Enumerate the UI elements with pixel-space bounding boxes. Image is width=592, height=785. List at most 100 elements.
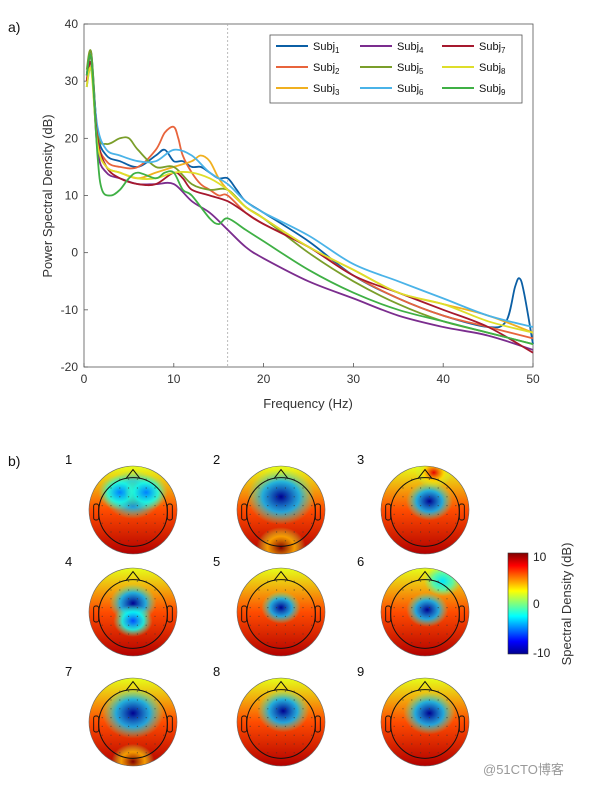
electrode-dot <box>284 743 286 745</box>
electrode-dot <box>136 505 138 507</box>
electrode-dot <box>119 531 121 533</box>
electrode-dot <box>420 505 422 507</box>
electrode-dot <box>267 734 269 736</box>
electrode-dot <box>302 505 304 507</box>
electrode-dot <box>446 607 448 609</box>
electrode-dot <box>276 513 278 516</box>
electrode-dot <box>428 478 430 480</box>
electrode-dot <box>119 743 121 745</box>
electrode-dot <box>249 607 251 609</box>
electrode-dot <box>393 615 395 618</box>
electrode-dot <box>154 743 156 745</box>
electrode-dot <box>293 615 295 618</box>
electrode-dot <box>402 633 404 635</box>
electrode-dot <box>411 531 413 533</box>
electrode-dot <box>110 699 112 701</box>
electrode-dot <box>437 522 439 524</box>
electrode-dot <box>455 717 457 719</box>
electrode-dot <box>420 607 422 609</box>
electrode-dot <box>420 633 422 635</box>
electrode-dot <box>293 487 295 489</box>
topomap-2: 2 <box>213 452 326 555</box>
electrode-dot <box>428 615 430 618</box>
electrode-dot <box>446 743 448 745</box>
electrode-dot <box>119 522 121 524</box>
electrode-dot <box>284 690 286 692</box>
electrode-dot <box>267 642 269 644</box>
electrode-dot <box>258 531 260 533</box>
electrode-dot <box>293 699 295 701</box>
electrode-dot <box>455 624 457 626</box>
electrode-dot <box>258 487 260 489</box>
topomap-5: 5 <box>213 554 326 657</box>
electrode-dot <box>258 624 260 626</box>
series-line-subj-6 <box>85 67 534 328</box>
electrode-dot <box>302 531 304 533</box>
electrode-dot <box>402 734 404 736</box>
electrode-dot <box>293 708 295 710</box>
electrode-dot <box>101 513 103 516</box>
topomap-number: 5 <box>213 554 220 569</box>
topomap-rim <box>236 677 326 767</box>
electrode-dot <box>420 734 422 736</box>
topomap-blob <box>247 468 315 525</box>
electrode-dot <box>145 642 147 644</box>
electrode-dot <box>101 607 103 609</box>
electrode-dot <box>267 598 269 600</box>
electrode-dot <box>428 752 430 754</box>
electrode-dot <box>128 580 130 582</box>
electrode-dot <box>128 717 130 719</box>
electrode-dot <box>128 505 130 507</box>
electrode-dot <box>293 743 295 745</box>
electrode-dot <box>437 699 439 701</box>
nose-icon <box>417 680 433 691</box>
electrode-dot <box>145 690 147 692</box>
electrode-dot <box>154 734 156 736</box>
electrode-dot <box>119 690 121 692</box>
y-axis-label: Power Spectral Density (dB) <box>40 114 55 277</box>
electrode-dot <box>393 725 395 728</box>
electrode-dot <box>402 624 404 626</box>
series-line-subj-4 <box>85 54 534 351</box>
x-tick-label: 20 <box>257 372 271 386</box>
topomap-field <box>381 568 469 656</box>
electrode-dot <box>428 717 430 719</box>
electrode-dot <box>258 598 260 600</box>
electrode-dot <box>402 717 404 719</box>
electrode-dot <box>411 496 413 498</box>
electrode-dot <box>302 734 304 736</box>
right-ear-icon <box>458 503 465 521</box>
electrode-dot <box>154 708 156 710</box>
electrode-dot <box>411 505 413 507</box>
legend-entry: Subj2 <box>313 62 340 76</box>
y-axis-ticks: -20 -10 0 10 20 30 40 <box>61 17 88 374</box>
topomap-grid: 1 2 3 4 5 6 7 8 9 <box>65 452 470 767</box>
electrode-dot <box>276 531 278 533</box>
electrode-dot <box>163 624 165 626</box>
electrode-dot <box>411 717 413 719</box>
electrode-dot <box>311 522 313 524</box>
electrode-dot <box>302 708 304 710</box>
topomap-number: 4 <box>65 554 72 569</box>
electrode-dot <box>437 505 439 507</box>
electrode-dot <box>302 633 304 635</box>
electrode-dot <box>437 531 439 533</box>
electrode-dot <box>276 615 278 618</box>
topomap-blob <box>257 689 310 733</box>
electrode-dot <box>276 598 278 600</box>
electrode-dot <box>136 642 138 644</box>
electrode-dot <box>428 580 430 582</box>
electrode-dot <box>128 699 130 701</box>
electrode-dot <box>119 615 121 618</box>
electrode-dot <box>119 708 121 710</box>
electrode-dot <box>128 708 130 710</box>
electrode-dot <box>411 513 413 516</box>
electrode-dot <box>145 633 147 635</box>
electrode-dot <box>446 522 448 524</box>
topomap-field <box>89 678 177 766</box>
electrode-dot <box>284 531 286 533</box>
electrode-dot <box>119 725 121 728</box>
electrode-dot <box>276 725 278 728</box>
topomap-9: 9 <box>357 664 470 767</box>
